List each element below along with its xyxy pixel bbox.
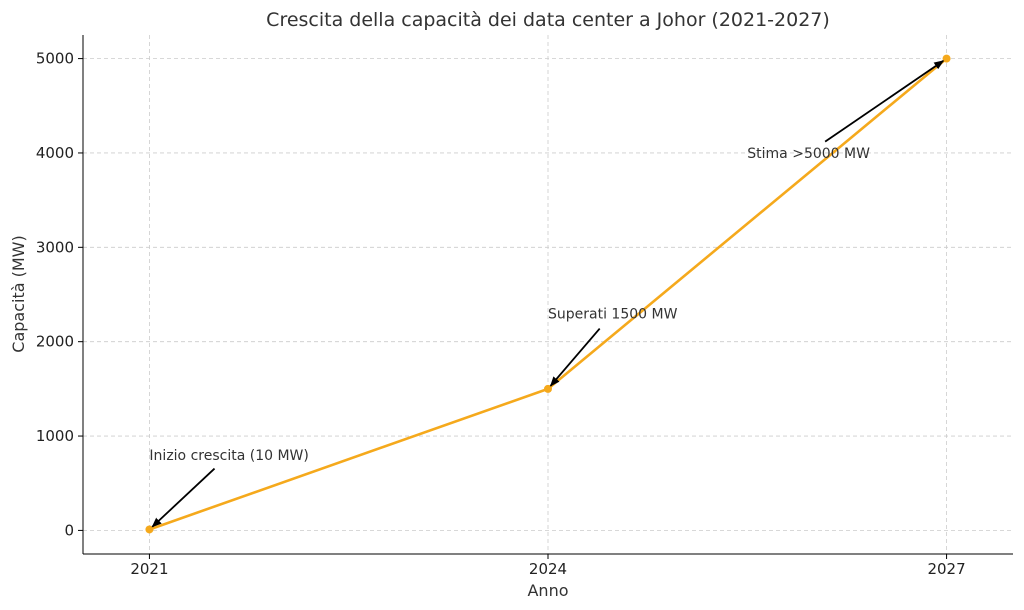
y-tick-label: 1000 [36,427,74,445]
axes [78,35,1013,559]
annotations: Inizio crescita (10 MW) Superati 1500 MW S… [149,60,945,528]
annotation-arrow [824,60,945,143]
y-tick-label: 3000 [36,238,74,256]
data-point [544,384,552,393]
chart-title: Crescita della capacità dei data center … [266,9,830,31]
y-tick-label: 2000 [36,333,74,351]
series [145,54,951,534]
y-tick-label: 4000 [36,144,74,162]
x-tick-label: 2021 [130,560,168,578]
annotation-label: Inizio crescita (10 MW) [149,448,308,464]
y-axis-label: Capacità (MW) [9,235,28,352]
annotation-arrow [151,467,216,528]
grid [83,35,1013,554]
x-axis-label: Anno [527,581,568,600]
y-tick-label: 0 [64,521,74,539]
x-tick-label: 2024 [529,560,567,578]
annotation-arrow [549,327,601,387]
annotation-label: Superati 1500 MW [548,306,678,322]
tick-labels: 0 1000 2000 3000 4000 5000 2021 2024 2027 [36,50,966,578]
data-point [942,54,951,63]
x-tick-label: 2027 [927,560,965,578]
data-point [145,525,154,534]
y-tick-label: 5000 [36,50,74,68]
annotation-label: Stima >5000 MW [747,146,870,162]
